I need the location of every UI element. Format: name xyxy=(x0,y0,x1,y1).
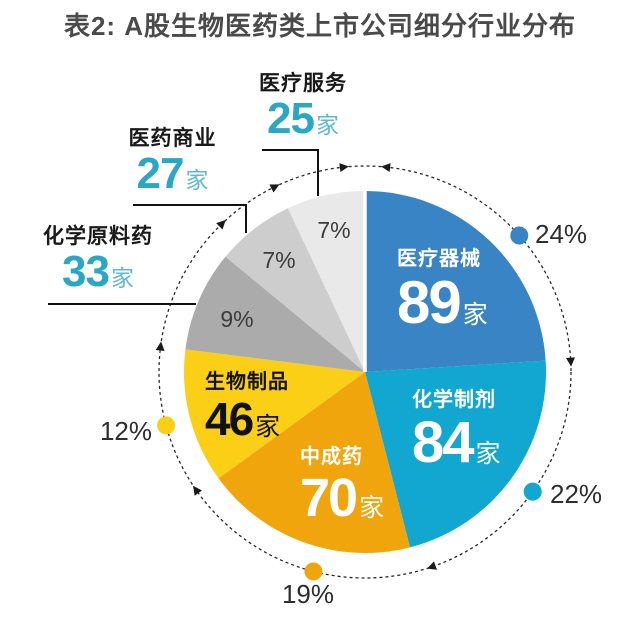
pct-label-pharma-commerce: 7% xyxy=(262,247,296,273)
guide-arrow-icon xyxy=(566,357,575,367)
slice-name: 生物制品 xyxy=(205,371,289,393)
slice-count: 70 xyxy=(300,468,358,528)
callout-count: 27 xyxy=(136,149,185,199)
pct-label-chemical-api: 9% xyxy=(220,306,254,332)
pct-label-chinese-patent-medicine: 19% xyxy=(281,579,335,609)
callout-name: 医疗服务 xyxy=(259,72,347,95)
slice-count: 89 xyxy=(397,269,462,336)
chart-title: 表2: A股生物医药类上市公司细分行业分布 xyxy=(63,11,577,41)
callout-name: 医药商业 xyxy=(128,127,217,150)
slice-unit: 家 xyxy=(255,413,281,441)
marker-dot-3 xyxy=(157,416,176,435)
guide-arrow-icon xyxy=(426,561,437,570)
guide-arrow-icon xyxy=(269,184,280,193)
slice-unit: 家 xyxy=(462,301,488,329)
pct-label-medical-services: 7% xyxy=(317,217,351,243)
slice-count: 46 xyxy=(205,393,254,445)
pie-slice-0 xyxy=(365,191,546,372)
pct-label-chemical-preparations: 22% xyxy=(550,479,603,509)
pie-slice-2 xyxy=(218,372,411,553)
marker-dot-2 xyxy=(304,562,323,581)
guide-circle xyxy=(158,165,572,579)
callout-unit: 家 xyxy=(185,167,209,194)
guide-arrow-icon xyxy=(155,341,165,351)
pie-slice-1 xyxy=(365,360,546,548)
pie-slice-3 xyxy=(183,349,365,479)
slice-unit: 家 xyxy=(359,494,385,522)
callout-name: 化学原料药 xyxy=(43,225,153,248)
pie-slice-5 xyxy=(225,208,365,372)
slice-label-chinese-patent-medicine: 中成药 70 家 xyxy=(300,446,384,525)
guide-arrow-icon xyxy=(193,485,202,496)
slice-label-biologics: 生物制品 46 家 xyxy=(205,371,289,442)
callout-unit: 家 xyxy=(315,112,339,139)
callout-medical-services: 医疗服务 25家 xyxy=(250,72,356,141)
pie-slice-6 xyxy=(287,191,365,372)
leader-line-0 xyxy=(262,149,319,196)
slice-name: 中成药 xyxy=(300,446,363,468)
slice-name: 医疗器械 xyxy=(397,248,481,270)
slice-label-medical-devices: 医疗器械 89 家 xyxy=(397,248,488,333)
callout-count: 25 xyxy=(267,94,315,144)
callout-pharma-commerce: 医药商业 27家 xyxy=(120,127,225,196)
callout-chemical-api: 化学原料药 33家 xyxy=(38,225,158,294)
pct-label-biologics: 12% xyxy=(99,416,152,446)
pie-slice-4 xyxy=(185,256,365,372)
pct-label-medical-devices: 24% xyxy=(535,219,588,249)
guide-arrow-icon xyxy=(339,163,349,173)
callout-count: 33 xyxy=(62,247,110,297)
callout-unit: 家 xyxy=(110,265,134,292)
slice-name: 化学制剂 xyxy=(412,389,496,411)
slice-label-chemical-preparations: 化学制剂 84 家 xyxy=(412,389,501,472)
marker-dot-1 xyxy=(523,482,542,501)
leader-line-1 xyxy=(133,204,247,233)
slice-unit: 家 xyxy=(475,440,501,468)
slice-count: 84 xyxy=(412,410,474,475)
marker-dot-0 xyxy=(510,226,529,245)
guide-arrow-icon xyxy=(381,163,391,173)
